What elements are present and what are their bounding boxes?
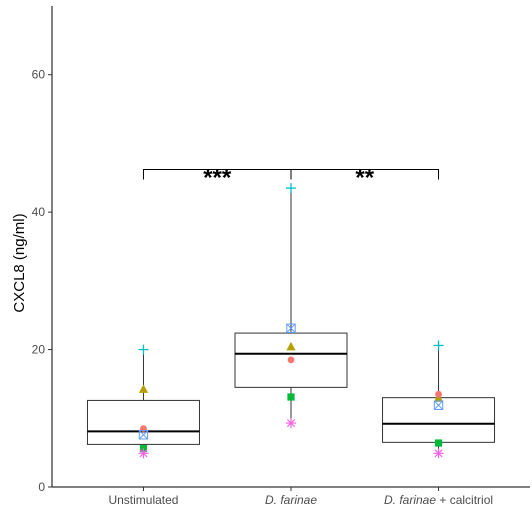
point-asterisk bbox=[286, 418, 296, 429]
square-diag-b bbox=[286, 323, 296, 333]
point-asterisk bbox=[433, 448, 444, 459]
point-circle bbox=[435, 390, 442, 398]
point-square-cross bbox=[138, 430, 149, 440]
point-cross bbox=[286, 183, 296, 194]
x-tick-label-part: + calcitriol bbox=[436, 493, 493, 507]
point-cross bbox=[138, 344, 149, 355]
significance-label: *** bbox=[203, 165, 232, 192]
point-square-cross bbox=[286, 323, 296, 333]
square-outline bbox=[433, 400, 444, 410]
point-cross bbox=[433, 340, 444, 351]
box-rect bbox=[382, 397, 496, 443]
x-tick-label-part: D. farinae bbox=[384, 493, 436, 507]
square-outline bbox=[138, 430, 149, 440]
point-circle bbox=[287, 356, 295, 364]
box-1 bbox=[86, 349, 200, 453]
point-triangle bbox=[138, 384, 149, 393]
y-tick-label: 0 bbox=[38, 480, 45, 494]
significance-label: ** bbox=[355, 165, 374, 192]
x-tick-label-part: D. farinae bbox=[265, 493, 317, 507]
x-tick-label-part: Unstimulated bbox=[108, 493, 178, 507]
point-square-cross bbox=[433, 400, 444, 410]
box-rect bbox=[86, 399, 200, 445]
square-diag-b bbox=[138, 430, 149, 440]
point-square bbox=[434, 439, 443, 447]
data-points bbox=[138, 183, 444, 459]
y-tick-label: 40 bbox=[32, 205, 46, 219]
square-outline bbox=[286, 323, 296, 333]
x-tick-label: D. farinae bbox=[265, 493, 317, 507]
y-tick-label: 20 bbox=[32, 343, 46, 357]
square-diag-b bbox=[433, 400, 444, 410]
point-asterisk bbox=[138, 448, 149, 459]
significance-annotations: *** ** bbox=[142, 165, 440, 192]
y-axis-title: CXCL8 (ng/ml) bbox=[11, 213, 28, 312]
point-triangle bbox=[286, 341, 296, 351]
x-tick-label: D. farinae + calcitriol bbox=[384, 493, 493, 507]
point-square bbox=[287, 393, 295, 401]
x-tick-label: Unstimulated bbox=[108, 493, 178, 507]
y-tick-label: 60 bbox=[32, 68, 46, 82]
